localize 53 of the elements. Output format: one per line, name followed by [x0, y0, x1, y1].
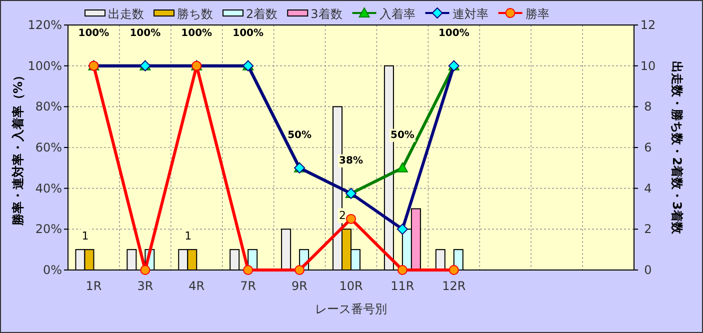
data-label: 100%	[181, 28, 212, 39]
x-tick-label: 11R	[390, 279, 414, 293]
y-tick-label: 120%	[28, 18, 62, 32]
data-label: 100%	[130, 28, 161, 39]
x-tick-label: 3R	[137, 279, 154, 293]
data-label: 38%	[339, 155, 363, 166]
y2-tick-label: 8	[644, 100, 652, 114]
data-label: 100%	[232, 28, 264, 39]
point	[396, 162, 408, 172]
x-tick-label: 1R	[86, 279, 102, 293]
y-tick-label: 60%	[35, 140, 62, 154]
x-axis-title: レース番号別	[315, 302, 387, 316]
legend-label: 入着率	[379, 7, 416, 21]
y-tick-label: 100%	[28, 58, 62, 73]
y-tick-label: 80%	[35, 100, 62, 114]
legend-label: 勝率	[525, 7, 550, 21]
y2-axis-title: 出走数・勝ち数・2着数・3着数	[670, 61, 684, 235]
legend-label: 出走数	[108, 7, 144, 21]
y-axis-title: 勝率・連対率・入着率（%）	[11, 69, 25, 227]
data-label: 2	[339, 209, 346, 222]
point	[396, 224, 408, 235]
legend-label: 勝ち数	[177, 7, 213, 21]
legend-label: 2着数	[246, 7, 278, 21]
y2-tick-label: 4	[644, 181, 652, 196]
y2-tick-label: 6	[644, 140, 652, 154]
point	[346, 214, 356, 224]
y2-tick-label: 12	[640, 18, 656, 32]
y2-tick-label: 0	[644, 263, 652, 277]
y2-tick-label: 2	[644, 222, 652, 236]
x-tick-label: 9R	[292, 279, 308, 293]
bar	[435, 249, 446, 270]
point	[294, 265, 305, 275]
y-tick-label: 20%	[35, 222, 62, 236]
y2-tick-label: 10	[640, 58, 656, 73]
data-label: 100%	[78, 28, 110, 39]
y-tick-label: 0%	[42, 263, 62, 277]
x-tick-label: 7R	[240, 279, 256, 293]
data-label: 100%	[438, 28, 470, 39]
point	[140, 265, 150, 275]
bar	[281, 228, 292, 270]
x-tick-label: 4R	[188, 279, 205, 293]
y-tick-label: 40%	[35, 181, 62, 196]
data-label: 50%	[390, 130, 414, 141]
x-tick-label: 10R	[339, 279, 363, 293]
x-tick-label: 12R	[442, 279, 466, 293]
legend-label: 連対率	[452, 7, 488, 21]
point	[448, 265, 459, 275]
point	[243, 265, 254, 275]
point	[397, 265, 408, 275]
data-label: 1	[82, 230, 89, 243]
data-label: 50%	[288, 130, 312, 141]
data-label: 1	[184, 230, 192, 243]
legend-label: 3着数	[310, 7, 342, 21]
